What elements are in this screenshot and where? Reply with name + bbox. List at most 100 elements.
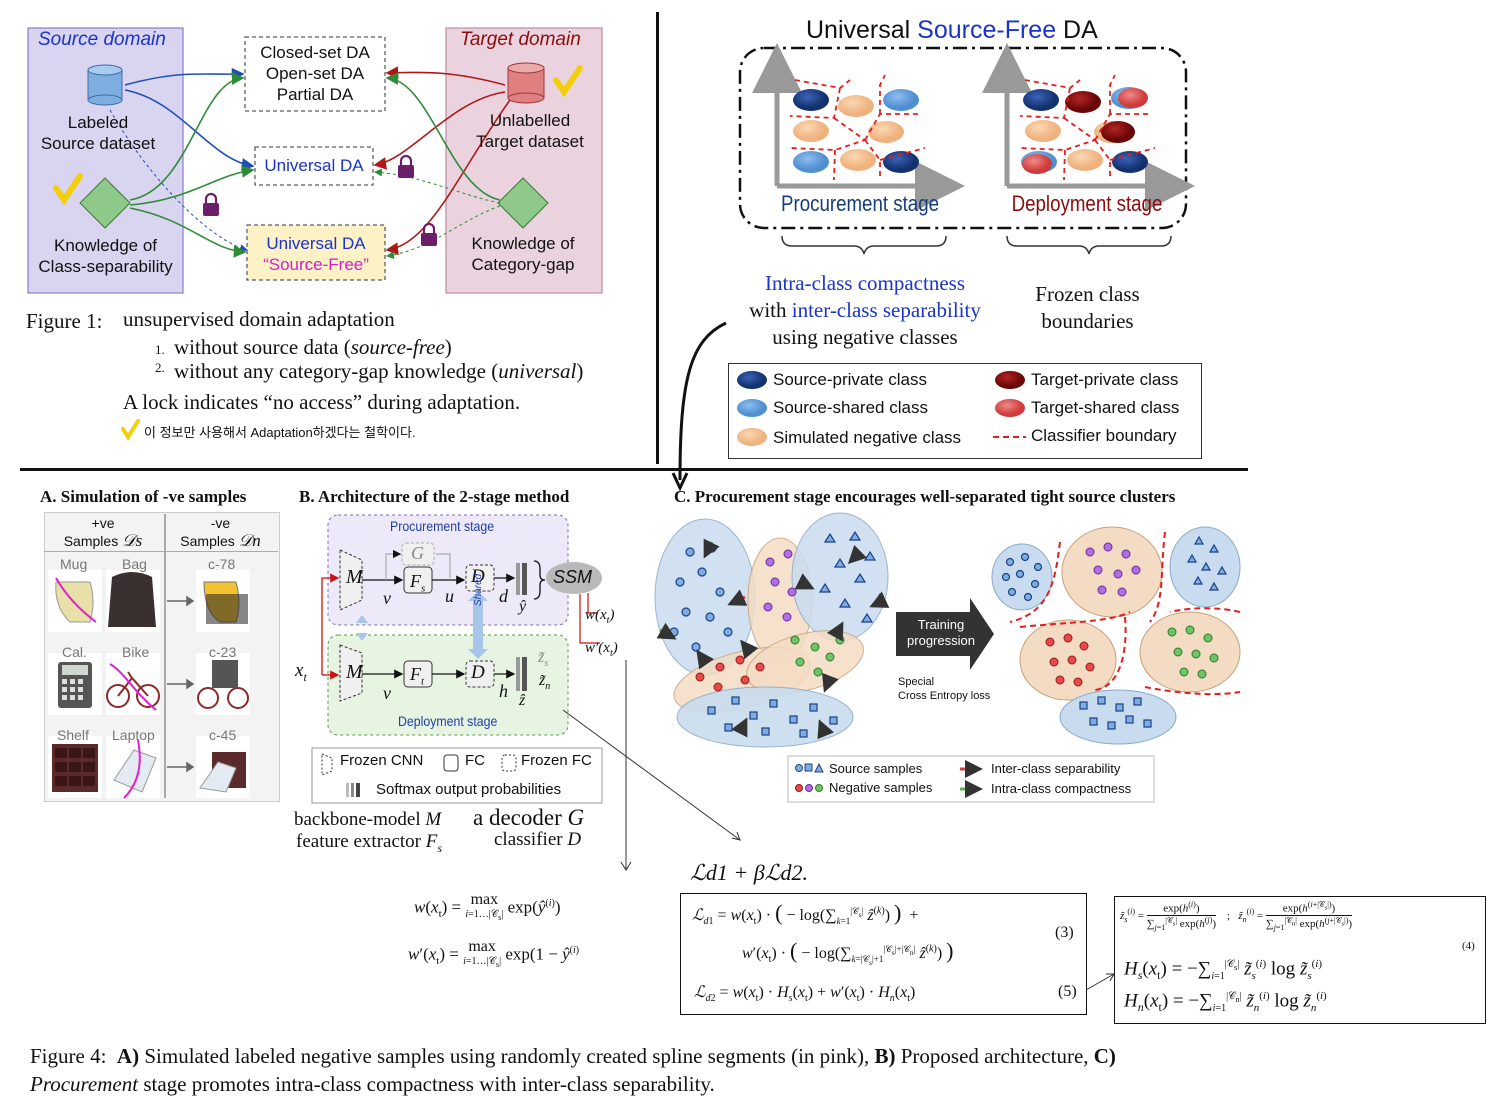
label-zn: z̃n [539,672,551,693]
feature-extractor-ft: Ft [410,664,425,688]
entropy-equation-box [1114,896,1486,1024]
da-types-label: Closed-set DA Open-set DA Partial DA [260,43,370,104]
figure1-diagram [27,27,603,294]
legend-intra-class: Intra-class compactness [991,781,1132,796]
frozen-boundaries-text: Frozen class boundaries [1035,282,1140,333]
input-xt: xt [295,660,307,684]
panel-a-title: A. Simulation of -ve samples [40,487,247,506]
row2-label-b: Bike [122,644,150,660]
def-backbone: backbone-model M [294,809,442,830]
caption-item1-number: 1. [155,342,165,357]
architecture-diagram [311,514,603,804]
legend-source-private: Source-private class [773,370,928,389]
usfda-legend-swatches [737,371,1026,446]
curved-arrow [671,321,727,492]
label-v-bottom: v [383,683,391,703]
category-gap-diamond-icon [497,177,549,229]
eq5-number: (5) [1058,983,1077,1000]
label-u: u [445,586,454,606]
label-zs: z̃s [538,649,549,670]
korean-note: 이 정보만 사용해서 Adaptation하겠다는 철학이다. [144,425,416,440]
legend-source-samples: Source samples [829,761,923,776]
def-classifier: classifier D [494,829,582,850]
loss-d1-line1: ℒd1 = w(xt) · ( − log(∑k=1|𝒞s| ẑ(k)) ) + [692,900,919,928]
negative-samples-header: -ve Samples 𝒟n [180,515,261,550]
unlabelled-target-label: Unlabelled Target dataset [476,111,584,151]
panel-b-title: B. Architecture of the 2-stage method [299,487,570,506]
figure1-caption-label: Figure 1: [26,309,103,333]
deployment-stage-label: Deployment stage [1011,191,1163,216]
decoder-g: G [411,543,424,563]
w-prime-equation: w′(xt) = max i=1…|𝒞s| exp(1 − ŷ(i) [408,938,580,970]
usfda-dashed-frame [738,46,1188,230]
lock-icon [421,222,437,246]
vertical-divider [656,12,659,464]
equation-connectors [562,660,741,871]
closed-open-partial-box [244,36,386,112]
row3-label-b: Laptop [112,727,155,743]
classifier-d-top: D [471,566,485,587]
eq3-number: (3) [1055,924,1074,941]
figure4-caption-line1: Figure 4: A) Simulated labeled negative … [30,1044,1116,1068]
caption-item2: without any category-gap knowledge (univ… [174,359,584,383]
source-database-icon [87,64,123,106]
row1-label-c: c-78 [208,556,236,572]
clusters-diagram [654,512,1241,803]
procurement-plot-points [793,89,919,173]
caption-lock-note: A lock indicates “no access” during adap… [123,390,521,414]
def-feature-extractor: feature extractor Fs [296,831,443,855]
usfda-legend [728,363,1202,459]
row1-label-b: Bag [122,556,147,572]
labeled-source-label: Labeled Source dataset [40,113,156,153]
table-divider [44,551,278,552]
backbone-m-bottom: M [346,661,363,683]
universal-da-box [254,146,374,186]
caption-item1: without source data (source-free) [174,335,452,359]
legend-fc: FC [465,752,485,769]
row3-label-a: Shelf [57,727,89,743]
training-progression-label: Training progression [907,617,975,648]
checkmark-icon [53,173,83,206]
backbone-m-top: M [346,566,363,588]
classifier-d-bottom: D [471,662,485,683]
checkmark-icon [121,419,140,440]
def-decoder: a decoder G [473,805,585,830]
knowledge-category-gap-label: Knowledge of Category-gap [471,234,575,274]
universal-sf-label: Universal DA “Source-Free” [263,234,369,274]
universal-sf-box [246,224,386,281]
loss-d2: ℒd2 = w(xt) · Hs(xt) + w′(xt) · Hn(xt) [694,984,916,1005]
legend-target-private: Target-private class [1031,370,1179,389]
label-h: h [499,681,508,701]
legend-simulated-negative: Simulated negative class [773,428,962,447]
procurement-brace [781,235,947,255]
lock-icon [398,154,414,178]
target-domain-label: Target domain [460,29,581,50]
row1-label-a: Mug [60,556,88,572]
deployment-stage-box [327,634,569,736]
checkmark-icon [553,65,583,98]
legend-frozen-cnn: Frozen CNN [340,752,424,769]
hs-equation: Hs(xt) = −∑i=1|𝒞s| z̃s(i) log z̃s(i) [1124,958,1323,983]
procurement-stage-label: Procurement stage [781,191,939,216]
knowledge-class-separability-label: Knowledge of Class-separability [38,236,173,276]
weight-w-prime: w′(xt) [585,640,618,659]
special-ce-loss-label: Special Cross Entropy loss [898,676,991,702]
ssm-label: SSM [553,567,593,587]
label-yhat: ŷ [519,598,527,615]
universal-da-label: Universal DA [264,156,364,175]
loss-d1-line2: w′(xt) · ( − log(∑k=|𝒞s|+1|𝒞s|+|𝒞n| ẑ(k)… [742,938,954,967]
positive-samples-header: +ve Samples 𝒟s [63,515,143,550]
feature-extractor-fs: Fs [410,571,426,595]
legend-negative-samples: Negative samples [829,780,933,795]
zs-softmax-equation: z̃s(i) = exp(h(i)) ∑j=1|𝒞s| exp(h(j)) ; z… [1120,900,1353,933]
legend-classifier-boundary: Classifier boundary [1031,426,1177,445]
deployment-stage-title: Deployment stage [398,713,498,729]
panel-a-images [48,570,250,799]
intra-class-text: Intra-class compactness with inter-class… [749,271,981,349]
label-zhat: ẑ [519,692,526,709]
row2-label-a: Cal. [62,644,87,660]
legend-inter-class: Inter-class separability [991,761,1121,776]
total-loss: ℒd1 + βℒd2. [690,860,808,885]
lock-icon [203,192,219,216]
hn-equation: Hn(xt) = −∑i=1|𝒞n| z̃n(i) log z̃n(i) [1124,990,1327,1015]
